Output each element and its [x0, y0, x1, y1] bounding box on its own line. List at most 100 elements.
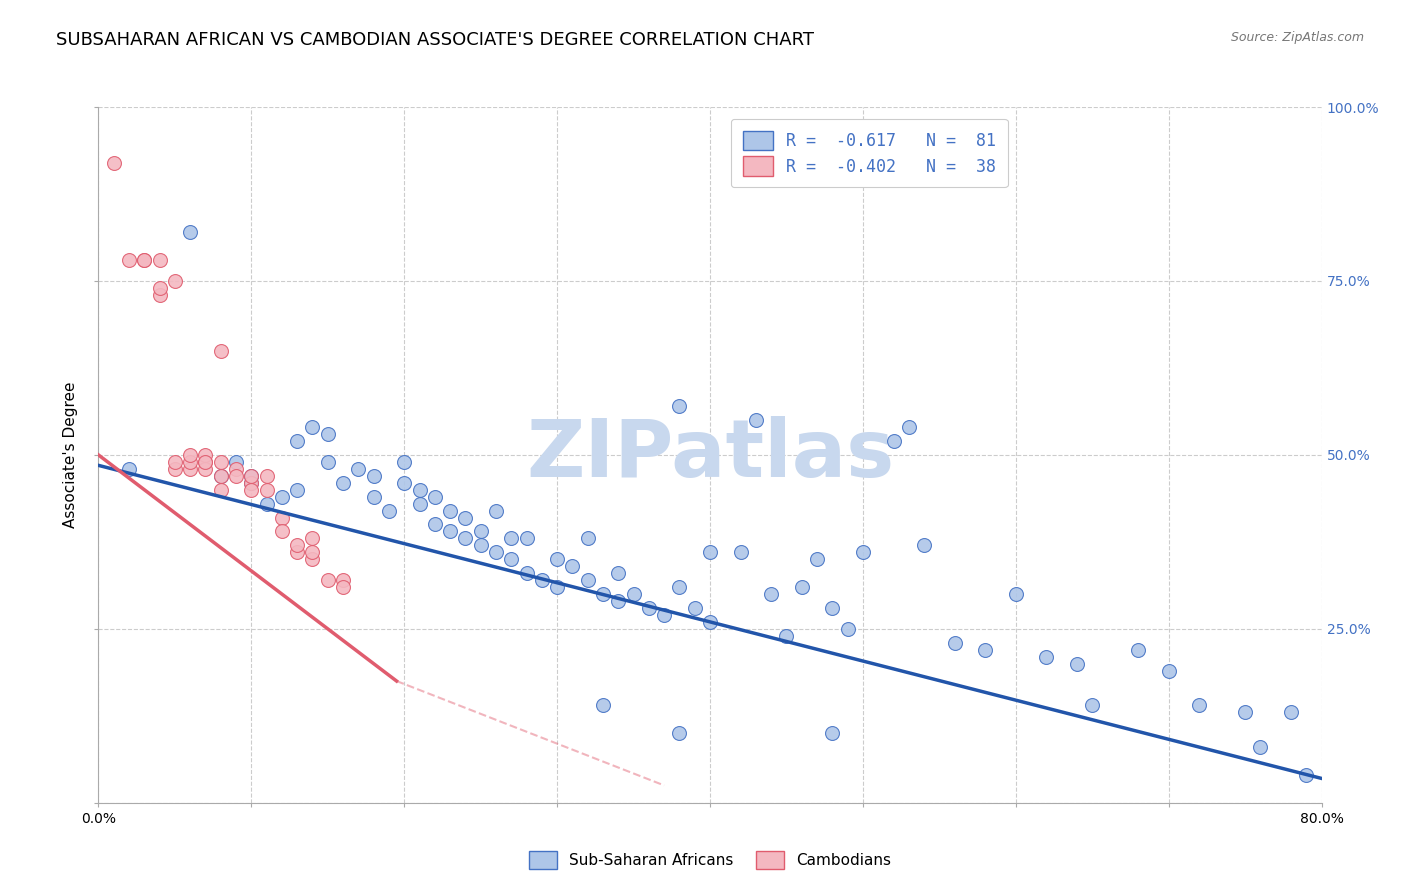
Point	[821, 726, 844, 740]
Point	[378, 503, 401, 517]
Point	[301, 532, 323, 546]
Point	[194, 455, 217, 469]
Point	[1004, 587, 1026, 601]
Point	[790, 580, 813, 594]
Point	[285, 545, 308, 559]
Point	[530, 573, 553, 587]
Point	[256, 468, 278, 483]
Point	[546, 580, 568, 594]
Point	[485, 503, 508, 517]
Point	[668, 399, 690, 413]
Point	[485, 545, 508, 559]
Point	[118, 462, 141, 476]
Point	[225, 455, 247, 469]
Point	[683, 601, 706, 615]
Point	[592, 587, 614, 601]
Point	[1081, 698, 1104, 713]
Point	[240, 475, 263, 490]
Point	[285, 483, 308, 497]
Point	[301, 545, 323, 559]
Point	[561, 559, 583, 574]
Point	[209, 455, 232, 469]
Point	[270, 510, 292, 524]
Point	[149, 288, 172, 302]
Point	[943, 636, 966, 650]
Point	[408, 483, 430, 497]
Legend: Sub-Saharan Africans, Cambodians: Sub-Saharan Africans, Cambodians	[523, 846, 897, 875]
Point	[270, 490, 292, 504]
Point	[316, 427, 339, 442]
Point	[501, 532, 523, 546]
Point	[209, 343, 232, 358]
Point	[408, 497, 430, 511]
Point	[332, 580, 354, 594]
Point	[332, 475, 354, 490]
Point	[516, 532, 538, 546]
Point	[1279, 706, 1302, 720]
Point	[652, 607, 675, 622]
Point	[668, 726, 690, 740]
Point	[607, 594, 630, 608]
Point	[225, 468, 247, 483]
Point	[118, 253, 141, 268]
Point	[363, 490, 385, 504]
Point	[256, 497, 278, 511]
Point	[1157, 664, 1180, 678]
Point	[270, 524, 292, 539]
Point	[668, 580, 690, 594]
Point	[163, 462, 186, 476]
Point	[623, 587, 645, 601]
Point	[179, 225, 201, 239]
Point	[347, 462, 370, 476]
Point	[423, 517, 446, 532]
Point	[699, 615, 721, 629]
Point	[439, 524, 461, 539]
Point	[240, 468, 263, 483]
Point	[392, 475, 416, 490]
Point	[775, 629, 797, 643]
Text: ZIPatlas: ZIPatlas	[526, 416, 894, 494]
Point	[592, 698, 614, 713]
Point	[256, 483, 278, 497]
Point	[301, 420, 323, 434]
Point	[179, 462, 201, 476]
Point	[576, 532, 599, 546]
Text: Source: ZipAtlas.com: Source: ZipAtlas.com	[1230, 31, 1364, 45]
Point	[194, 448, 217, 462]
Point	[209, 483, 232, 497]
Point	[912, 538, 935, 552]
Point	[163, 455, 186, 469]
Point	[1295, 768, 1317, 782]
Point	[974, 642, 997, 657]
Point	[730, 545, 752, 559]
Point	[103, 155, 125, 169]
Point	[470, 524, 492, 539]
Point	[852, 545, 875, 559]
Point	[1234, 706, 1257, 720]
Point	[285, 434, 308, 448]
Point	[546, 552, 568, 566]
Point	[209, 468, 232, 483]
Point	[149, 253, 172, 268]
Point	[516, 566, 538, 581]
Y-axis label: Associate's Degree: Associate's Degree	[63, 382, 79, 528]
Point	[134, 253, 156, 268]
Point	[1035, 649, 1057, 664]
Point	[576, 573, 599, 587]
Point	[607, 566, 630, 581]
Point	[439, 503, 461, 517]
Point	[897, 420, 920, 434]
Point	[806, 552, 828, 566]
Point	[134, 253, 156, 268]
Point	[759, 587, 782, 601]
Point	[301, 552, 323, 566]
Point	[1066, 657, 1088, 671]
Point	[149, 281, 172, 295]
Point	[699, 545, 721, 559]
Point	[240, 468, 263, 483]
Point	[470, 538, 492, 552]
Point	[501, 552, 523, 566]
Point	[821, 601, 844, 615]
Point	[194, 462, 217, 476]
Point	[637, 601, 661, 615]
